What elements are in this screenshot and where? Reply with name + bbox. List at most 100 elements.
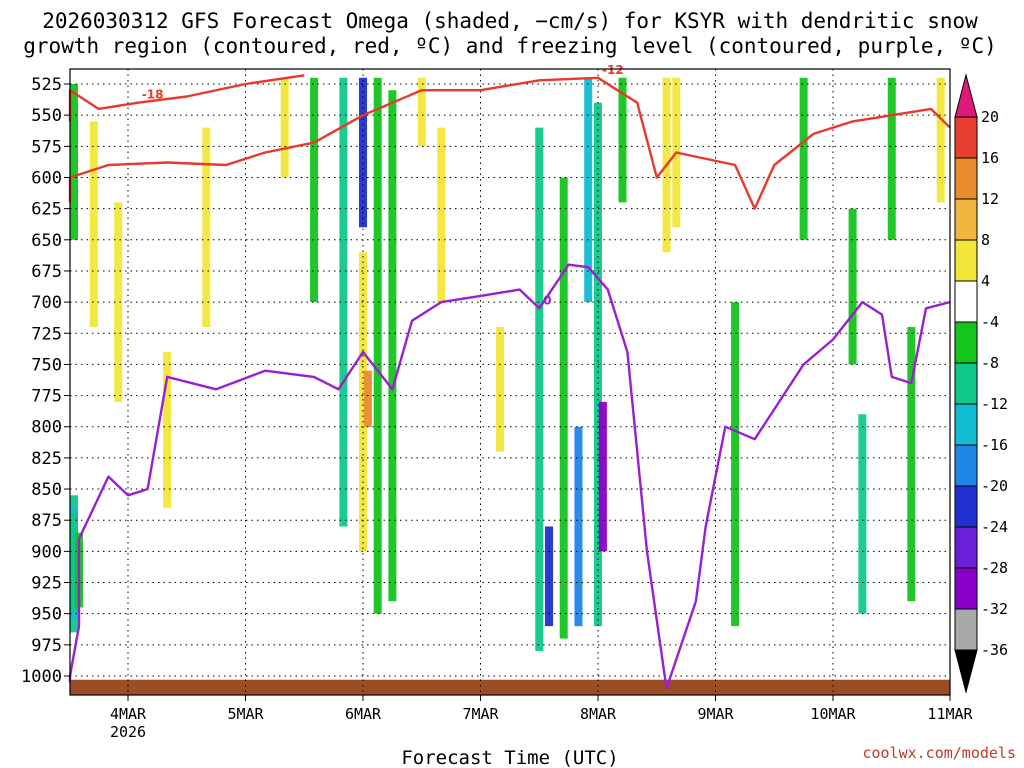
omega-cell xyxy=(731,302,740,627)
y-tick-label: 700 xyxy=(31,293,62,313)
y-tick-label: 900 xyxy=(31,542,62,562)
y-axis-ticks: 525 550 575 600 625 650 675 700 725 750 775 800 825 8… xyxy=(21,75,70,687)
colorbar-bin xyxy=(954,362,978,405)
colorbar-tick-label: -28 xyxy=(981,559,1008,577)
y-tick-label: 850 xyxy=(31,480,62,500)
omega-cell xyxy=(163,351,172,508)
omega-cell xyxy=(280,77,289,178)
chart-title-line1: 2026030312 GFS Forecast Omega (shaded, −… xyxy=(42,9,978,33)
omega-cell xyxy=(584,77,593,303)
x-tick-label: 7MAR xyxy=(462,705,499,723)
colorbar-bin xyxy=(954,239,978,282)
colorbar-bin xyxy=(954,526,978,569)
omega-cell xyxy=(310,77,319,303)
omega-cell xyxy=(437,127,446,303)
contour-dgz_minus12C xyxy=(68,76,951,210)
colorbar-bin xyxy=(954,485,978,528)
y-tick-label: 775 xyxy=(31,387,62,407)
omega-cell xyxy=(114,202,123,402)
omega-cell xyxy=(417,77,426,147)
omega-cell xyxy=(799,77,808,240)
contour-label-dgz_minus12C: -12 xyxy=(602,63,624,77)
colorbar-tick-label: -16 xyxy=(981,436,1008,454)
x-tick-label: 10MAR xyxy=(810,705,856,723)
x-tick-label: 4MAR xyxy=(110,705,147,723)
omega-cell xyxy=(70,513,78,614)
colorbar-tick-label: -32 xyxy=(981,600,1008,618)
y-tick-label: 1000 xyxy=(21,667,62,687)
terrain-mask xyxy=(70,679,950,695)
omega-cell xyxy=(373,77,382,614)
omega-cell xyxy=(388,90,397,602)
colorbar-top-arrow xyxy=(954,73,978,118)
colorbar-bottom-arrow xyxy=(954,649,978,694)
y-tick-label: 600 xyxy=(31,168,62,188)
y-tick-label: 925 xyxy=(31,574,62,594)
x-axis-label: Forecast Time (UTC) xyxy=(401,747,618,768)
y-tick-label: 875 xyxy=(31,511,62,531)
y-tick-label: 575 xyxy=(31,137,62,157)
omega-cell xyxy=(545,526,554,627)
y-tick-label: 675 xyxy=(31,262,62,282)
x-tick-label: 5MAR xyxy=(227,705,264,723)
colorbar-tick-label: 16 xyxy=(981,149,999,167)
colorbar-tick-label: 12 xyxy=(981,190,999,208)
x-tick-label: 8MAR xyxy=(580,705,617,723)
y-tick-label: 825 xyxy=(31,449,62,469)
omega-cell xyxy=(618,77,627,203)
contour-lines: 0 -12 -18 xyxy=(68,63,951,690)
x-tick-label: 6MAR xyxy=(345,705,382,723)
omega-cell xyxy=(848,208,857,365)
omega-cell xyxy=(202,127,211,328)
colorbar-tick-label: -12 xyxy=(981,395,1008,413)
y-tick-label: 975 xyxy=(31,636,62,656)
omega-cell xyxy=(535,127,544,652)
y-tick-label: 725 xyxy=(31,324,62,344)
colorbar-bin xyxy=(954,608,978,651)
plot-border xyxy=(69,68,951,696)
colorbar-bin xyxy=(954,403,978,446)
colorbar-tick-label: -8 xyxy=(981,354,999,372)
omega-cell xyxy=(89,121,98,328)
omega-cell xyxy=(559,177,568,639)
omega-cell xyxy=(936,77,945,203)
colorbar-bin xyxy=(954,116,978,159)
colorbar-tick-label: -4 xyxy=(981,313,999,331)
y-tick-label: 950 xyxy=(31,605,62,625)
x-tick-sublabel: 2026 xyxy=(110,723,146,741)
colorbar-bin xyxy=(954,321,978,364)
omega-cell xyxy=(70,84,78,240)
colorbar-bin xyxy=(954,280,978,323)
contour-label-freezing_level_0C: 0 xyxy=(543,293,551,307)
colorbar-bin xyxy=(954,444,978,487)
watermark: coolwx.com/models xyxy=(862,744,1016,762)
colorbar-tick-label: 4 xyxy=(981,272,990,290)
omega-cell xyxy=(907,327,916,602)
colorbar-tick-label: -24 xyxy=(981,518,1008,536)
y-tick-label: 800 xyxy=(31,418,62,438)
omega-cell xyxy=(359,252,367,552)
colorbar-tick-label: 20 xyxy=(981,108,999,126)
colorbar-tick-label: -36 xyxy=(981,641,1008,659)
colorbar-bin xyxy=(954,567,978,610)
omega-cell xyxy=(363,370,372,427)
omega-cell xyxy=(858,414,867,614)
omega-cell xyxy=(339,77,348,527)
contour-freezing_level_0C xyxy=(68,263,951,690)
colorbar-tick-label: -20 xyxy=(981,477,1008,495)
omega-cell xyxy=(574,426,583,627)
omega-cell xyxy=(496,327,505,452)
contour-label-dgz_minus18C: -18 xyxy=(142,88,164,102)
omega-cell xyxy=(887,77,896,240)
grid-lines xyxy=(70,69,950,695)
colorbar-tick-label: 8 xyxy=(981,231,990,249)
y-tick-label: 750 xyxy=(31,355,62,375)
colorbar-bin xyxy=(954,157,978,200)
x-tick-label: 9MAR xyxy=(697,705,734,723)
y-tick-label: 525 xyxy=(31,75,62,95)
colorbar: 20 16 12 8 4 -4 -8 -12 -16 -20 -24 -28 -32 -36 xyxy=(954,73,1008,694)
terrain-band xyxy=(70,679,950,695)
colorbar-bin xyxy=(954,198,978,241)
omega-cell xyxy=(598,401,607,552)
